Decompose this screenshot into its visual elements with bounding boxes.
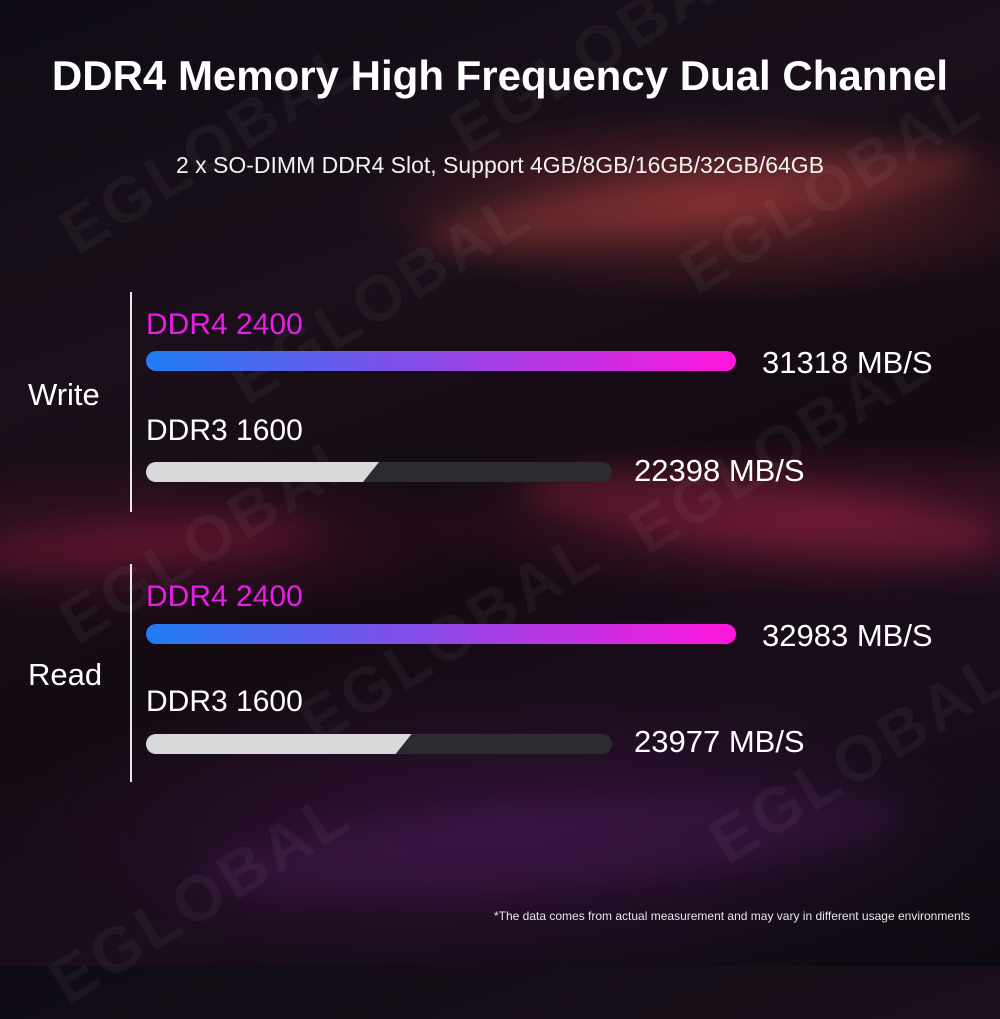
group-divider-read (130, 564, 132, 782)
watermark: EGLOBAL (216, 175, 544, 418)
group-divider-write (130, 292, 132, 512)
group-label-read: Read (28, 657, 103, 692)
group-label-write: Write (28, 377, 100, 412)
bar-write-ddr4 (146, 351, 736, 371)
background-light-streak (0, 507, 322, 583)
bar-read-ddr4 (146, 624, 736, 644)
value-label-read-ddr4: 32983 MB/S (762, 618, 933, 653)
page-subtitle: 2 x SO-DIMM DDR4 Slot, Support 4GB/8GB/1… (175, 152, 825, 178)
bar-track-ddr4-read (146, 624, 736, 644)
watermark: EGLOBAL (46, 415, 374, 658)
value-label-write-ddr3: 22398 MB/S (634, 453, 805, 488)
series-label-ddr3: DDR3 1600 (146, 685, 303, 718)
bar-write-ddr3 (146, 462, 379, 482)
bar-track-ddr4-write (146, 351, 736, 371)
bar-track-ddr3-write (146, 462, 612, 482)
value-label-read-ddr3: 23977 MB/S (634, 724, 805, 759)
background-light-streak (197, 769, 903, 921)
watermark: EGLOBAL (36, 775, 364, 1018)
series-label-ddr4: DDR4 2400 (146, 308, 303, 341)
value-label-write-ddr4: 31318 MB/S (762, 345, 933, 380)
bar-track-ddr3-read (146, 734, 612, 754)
page-title: DDR4 Memory High Frequency Dual Channel (51, 52, 949, 99)
series-label-ddr4: DDR4 2400 (146, 580, 303, 613)
footnote: *The data comes from actual measurement … (493, 909, 970, 923)
series-label-ddr3: DDR3 1600 (146, 414, 303, 447)
watermark: EGLOBAL (666, 65, 994, 308)
bar-read-ddr3 (146, 734, 412, 754)
